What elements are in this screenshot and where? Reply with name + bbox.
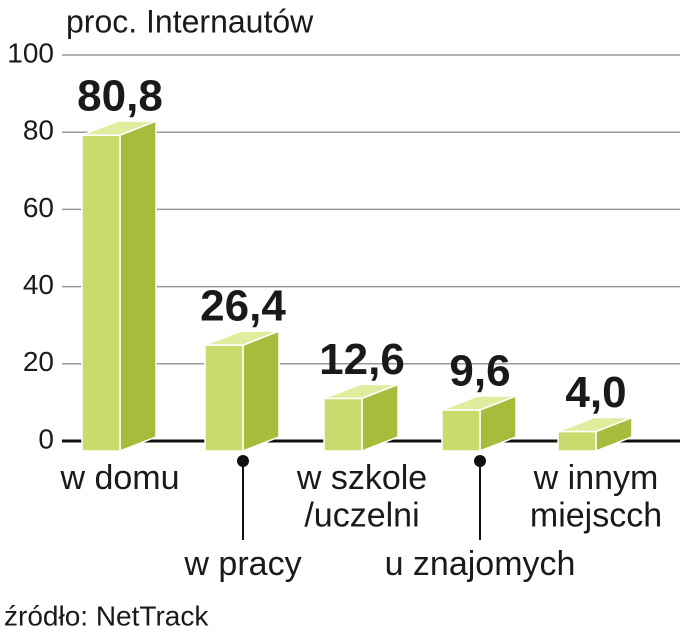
- value-label: 4,0: [565, 368, 626, 417]
- bar-front: [323, 397, 363, 452]
- bar-front: [441, 409, 481, 452]
- value-label: 80,8: [77, 72, 163, 121]
- bar-top: [323, 383, 399, 400]
- chart-title: proc. Internautów: [66, 3, 314, 39]
- value-label: 9,6: [449, 347, 510, 396]
- value-label: 26,4: [200, 282, 286, 331]
- bar-top: [81, 120, 157, 136]
- bar-front: [557, 430, 597, 452]
- bar-front: [204, 344, 244, 452]
- x-tick-label: w innym miejscch: [530, 459, 662, 534]
- bar-top: [557, 416, 633, 433]
- x-tick-label: w domu: [59, 459, 179, 497]
- x-tick-label: w szkole/uczelni: [296, 459, 427, 534]
- source: źródło: NetTrack: [4, 600, 209, 631]
- bar-side: [119, 120, 157, 453]
- bar-front: [81, 134, 121, 452]
- value-label: 12,6: [319, 335, 405, 384]
- y-tick-label: 80: [23, 115, 54, 146]
- bar-top: [441, 395, 517, 411]
- x-tick-label: w pracy: [183, 545, 301, 583]
- x-tick-label: u znajomych: [385, 545, 576, 583]
- bar-side: [242, 329, 280, 453]
- y-tick-label: 20: [23, 346, 54, 377]
- y-tick-label: 60: [23, 192, 54, 223]
- y-tick-label: 100: [7, 37, 54, 68]
- y-tick-label: 40: [23, 269, 54, 300]
- y-tick-label: 0: [38, 423, 54, 454]
- bar-top: [204, 330, 280, 346]
